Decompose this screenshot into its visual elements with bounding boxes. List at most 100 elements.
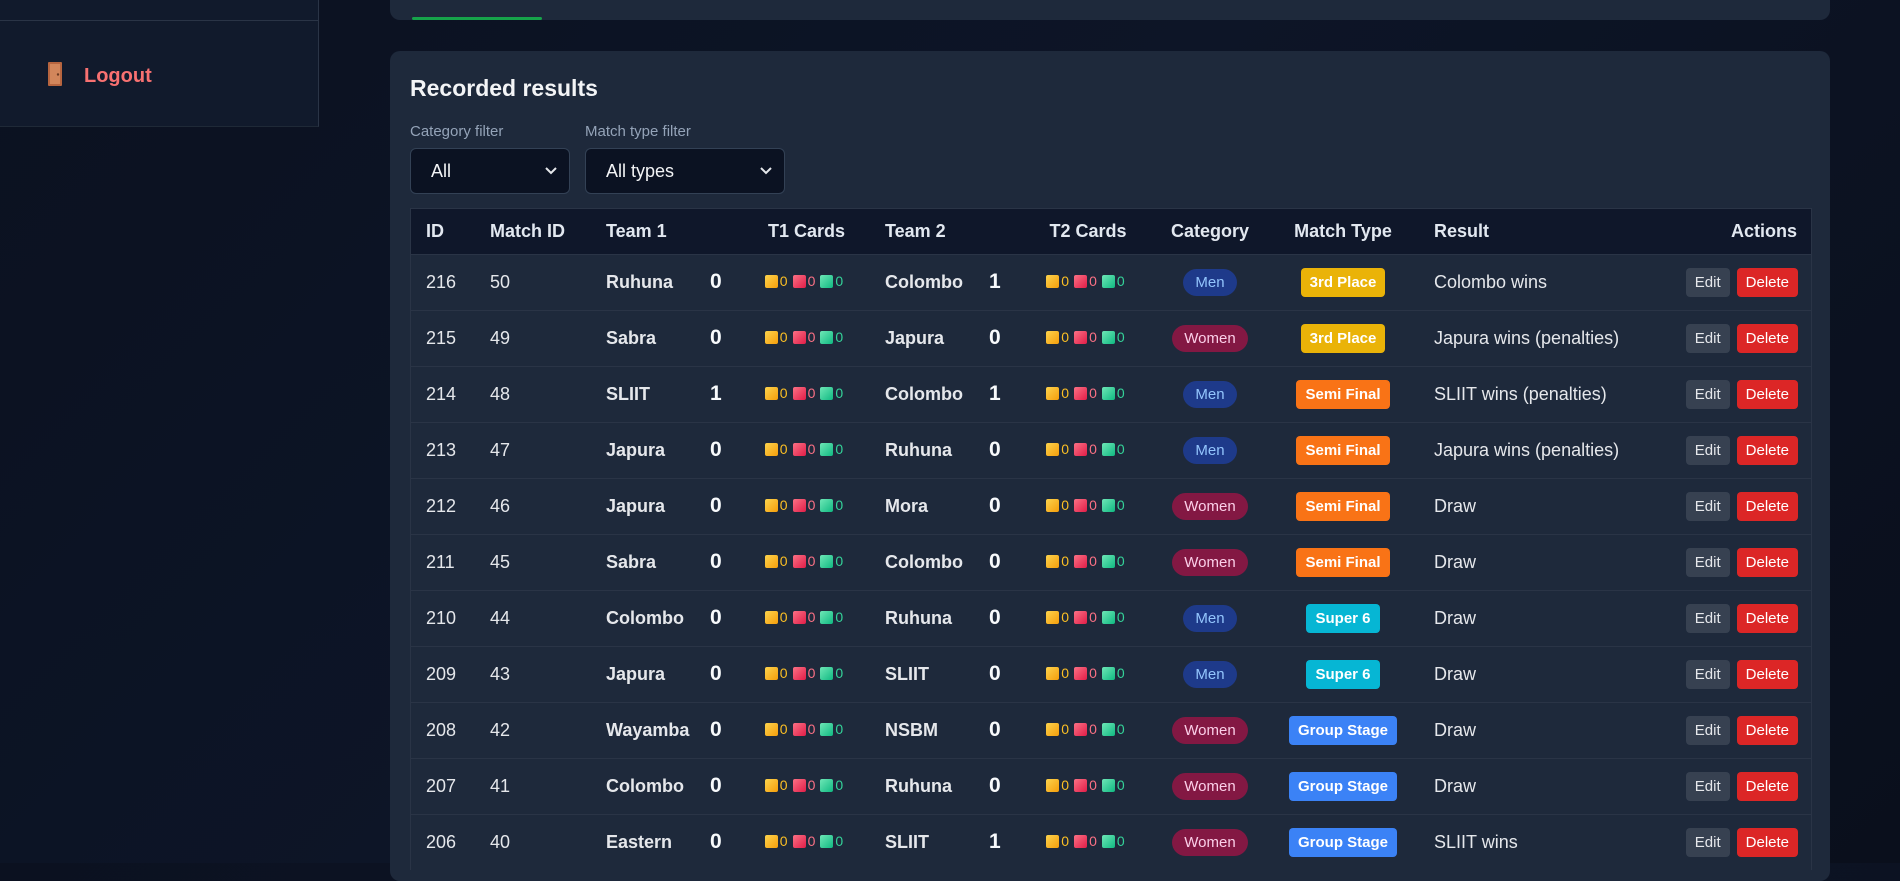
team2-score: 0 bbox=[989, 774, 1001, 797]
yellow-card-count: 0 bbox=[1046, 833, 1069, 849]
delete-button[interactable]: Delete bbox=[1736, 715, 1798, 745]
col-header-match-type[interactable]: Match Type bbox=[1294, 220, 1392, 241]
category-pill: Women bbox=[1172, 492, 1248, 520]
delete-button[interactable]: Delete bbox=[1736, 827, 1798, 857]
green-card-count: 0 bbox=[1101, 833, 1125, 849]
cell-team2: Colombo 1 bbox=[870, 254, 1023, 310]
team1-name: Ruhuna bbox=[606, 272, 673, 292]
match-type-badge: Group Stage bbox=[1288, 715, 1397, 745]
col-header-category[interactable]: Category bbox=[1170, 220, 1250, 241]
edit-button[interactable]: Edit bbox=[1685, 491, 1730, 521]
edit-button[interactable]: Edit bbox=[1685, 379, 1730, 409]
yellow-card-count: 0 bbox=[764, 721, 788, 737]
delete-button[interactable]: Delete bbox=[1736, 547, 1798, 577]
category-pill: Men bbox=[1183, 604, 1237, 632]
red-card-count: 0 bbox=[1074, 441, 1097, 457]
red-card-icon bbox=[1074, 498, 1088, 512]
delete-button[interactable]: Delete bbox=[1736, 771, 1798, 801]
green-card-icon bbox=[1101, 554, 1115, 568]
green-card-icon bbox=[1101, 722, 1115, 736]
table-row: 206 40 Eastern 0 0 0 0 SLIIT 1 0 0 0 Women Group Stag… bbox=[411, 814, 1811, 870]
edit-button[interactable]: Edit bbox=[1685, 323, 1730, 353]
team2-score: 0 bbox=[989, 718, 1001, 741]
category-filter-select[interactable]: All bbox=[410, 148, 570, 194]
team2-score: 1 bbox=[989, 830, 1001, 854]
delete-button[interactable]: Delete bbox=[1736, 267, 1798, 297]
col-header-team2[interactable]: Team 2 bbox=[885, 220, 946, 241]
edit-button[interactable]: Edit bbox=[1685, 771, 1730, 801]
table-header-row: ID Match ID Team 1 T1 Cards Team 2 T2 Ca… bbox=[411, 209, 1811, 254]
match-type-badge: Group Stage bbox=[1288, 771, 1397, 801]
team2-name: Ruhuna bbox=[885, 608, 952, 628]
team2-name: Ruhuna bbox=[885, 440, 952, 460]
team1-score: 0 bbox=[710, 494, 722, 517]
cell-team2: Mora 0 bbox=[870, 478, 1023, 534]
yellow-card-icon bbox=[764, 722, 778, 736]
edit-button[interactable]: Edit bbox=[1685, 547, 1730, 577]
red-card-count: 0 bbox=[792, 329, 815, 345]
match-type-badge: Semi Final bbox=[1296, 435, 1390, 465]
team2-score: 0 bbox=[989, 662, 1001, 685]
yellow-card-icon bbox=[1046, 386, 1060, 400]
cell-match-type: 3rd Place bbox=[1267, 310, 1419, 366]
category-pill: Men bbox=[1183, 380, 1237, 408]
category-pill: Women bbox=[1172, 324, 1248, 352]
cell-id: 216 bbox=[426, 271, 457, 292]
yellow-card-icon bbox=[1046, 330, 1060, 344]
delete-button[interactable]: Delete bbox=[1736, 379, 1798, 409]
delete-button[interactable]: Delete bbox=[1736, 659, 1798, 689]
edit-button[interactable]: Edit bbox=[1685, 659, 1730, 689]
edit-button[interactable]: Edit bbox=[1685, 827, 1730, 857]
col-header-result[interactable]: Result bbox=[1434, 220, 1490, 241]
red-card-count: 0 bbox=[792, 385, 815, 401]
delete-button[interactable]: Delete bbox=[1736, 491, 1798, 521]
green-card-icon bbox=[1101, 666, 1115, 680]
logout-link[interactable]: Logout bbox=[48, 62, 152, 91]
col-header-id[interactable]: ID bbox=[426, 220, 444, 241]
logout-label: Logout bbox=[84, 65, 152, 87]
team1-name: Wayamba bbox=[606, 720, 690, 740]
red-card-count: 0 bbox=[792, 777, 815, 793]
table-row: 214 48 SLIIT 1 0 0 0 Colombo 1 0 0 0 Men Semi Final SL… bbox=[411, 366, 1811, 422]
cell-id: 206 bbox=[426, 831, 457, 852]
cell-actions: Edit Delete bbox=[1650, 310, 1811, 366]
delete-button[interactable]: Delete bbox=[1736, 603, 1798, 633]
team1-name: Japura bbox=[606, 496, 666, 516]
cell-team1: SLIIT 1 bbox=[591, 366, 743, 422]
edit-button[interactable]: Edit bbox=[1685, 603, 1730, 633]
green-card-icon bbox=[820, 834, 834, 848]
green-card-icon bbox=[820, 386, 834, 400]
team1-name: Sabra bbox=[606, 552, 657, 572]
edit-button[interactable]: Edit bbox=[1685, 715, 1730, 745]
red-card-count: 0 bbox=[792, 273, 815, 289]
team1-score: 0 bbox=[710, 830, 722, 854]
cell-id: 215 bbox=[426, 327, 457, 348]
col-header-match-id[interactable]: Match ID bbox=[490, 220, 566, 241]
cell-team1: Wayamba 0 bbox=[591, 702, 743, 758]
cell-team1: Japura 0 bbox=[591, 478, 743, 534]
match-type-filter-select[interactable]: All types bbox=[585, 148, 785, 194]
green-card-icon bbox=[1101, 498, 1115, 512]
yellow-card-count: 0 bbox=[764, 833, 788, 849]
delete-button[interactable]: Delete bbox=[1736, 323, 1798, 353]
green-card-count: 0 bbox=[820, 833, 843, 849]
match-type-badge: Super 6 bbox=[1306, 603, 1380, 633]
team1-name: Japura bbox=[606, 664, 666, 684]
red-card-icon bbox=[792, 386, 806, 400]
red-card-icon bbox=[792, 498, 806, 512]
edit-button[interactable]: Edit bbox=[1685, 267, 1730, 297]
cell-match-type: Semi Final bbox=[1267, 534, 1419, 590]
red-card-count: 0 bbox=[1074, 665, 1097, 681]
primary-button-edge[interactable] bbox=[412, 17, 542, 20]
edit-button[interactable]: Edit bbox=[1685, 435, 1730, 465]
team2-name: Japura bbox=[885, 328, 945, 348]
table-row: 210 44 Colombo 0 0 0 0 Ruhuna 0 0 0 0 Men Super 6 Draw… bbox=[411, 590, 1811, 646]
cell-team2: Colombo 0 bbox=[870, 534, 1023, 590]
col-header-team1[interactable]: Team 1 bbox=[606, 220, 667, 241]
green-card-icon bbox=[820, 274, 834, 288]
green-card-icon bbox=[1101, 778, 1115, 792]
delete-button[interactable]: Delete bbox=[1736, 435, 1798, 465]
